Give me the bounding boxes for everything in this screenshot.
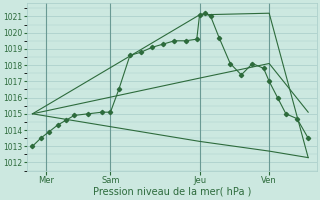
- X-axis label: Pression niveau de la mer( hPa ): Pression niveau de la mer( hPa ): [92, 187, 251, 197]
